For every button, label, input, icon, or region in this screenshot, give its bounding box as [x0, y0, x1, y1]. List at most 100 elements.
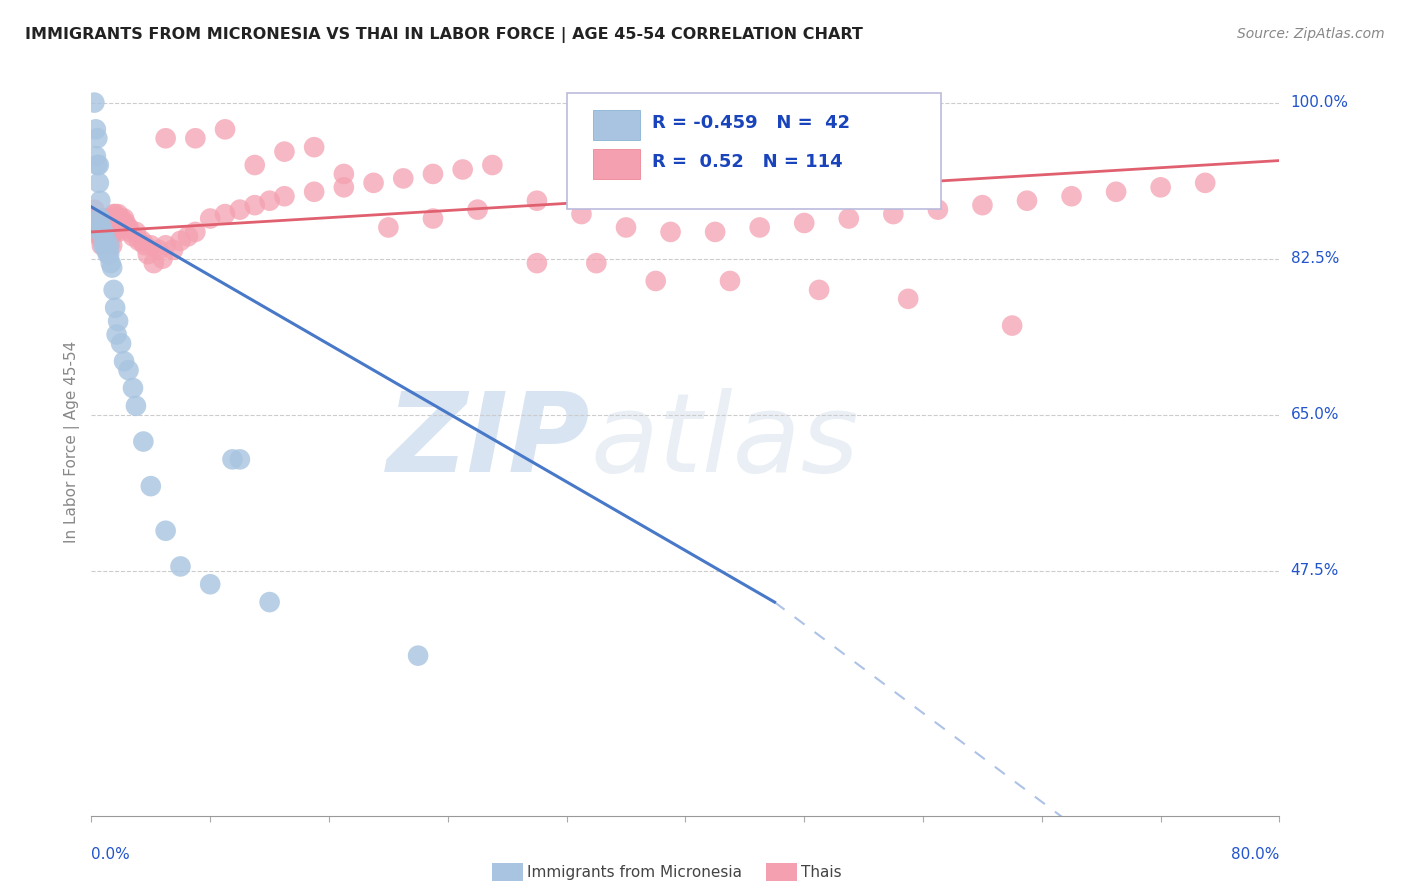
Point: [103, 207, 125, 221]
Point: [259, 595, 281, 609]
Point: [155, 524, 177, 538]
Point: [91, 211, 114, 226]
Point: [96, 238, 118, 252]
Point: [155, 238, 177, 252]
Point: [83, 211, 105, 226]
Point: [704, 225, 727, 239]
Point: [117, 363, 139, 377]
Point: [122, 229, 145, 244]
Point: [229, 452, 252, 467]
Point: [302, 140, 325, 154]
Text: ZIP: ZIP: [387, 388, 591, 495]
Point: [89, 225, 111, 239]
Point: [87, 176, 110, 190]
Point: [89, 220, 111, 235]
Text: Thais: Thais: [801, 865, 842, 880]
Point: [107, 314, 129, 328]
Point: [526, 194, 548, 208]
Point: [169, 234, 191, 248]
Point: [122, 381, 145, 395]
Point: [94, 225, 117, 239]
Point: [89, 194, 111, 208]
Point: [86, 131, 108, 145]
Point: [107, 225, 129, 239]
Point: [100, 256, 122, 270]
Point: [214, 207, 236, 221]
Point: [87, 211, 110, 226]
Point: [243, 198, 266, 212]
Point: [302, 185, 325, 199]
Point: [748, 220, 770, 235]
Point: [86, 220, 108, 235]
Point: [1105, 185, 1128, 199]
Point: [152, 252, 174, 266]
Point: [91, 220, 114, 235]
Point: [139, 238, 162, 252]
Point: [142, 256, 165, 270]
Point: [927, 202, 949, 217]
Point: [229, 202, 252, 217]
Point: [103, 283, 125, 297]
Point: [96, 225, 118, 239]
Point: [422, 211, 444, 226]
Point: [273, 189, 295, 203]
Point: [98, 211, 121, 226]
Point: [718, 274, 741, 288]
Point: [104, 301, 127, 315]
Point: [155, 131, 177, 145]
Point: [84, 220, 107, 235]
Point: [214, 122, 236, 136]
Point: [897, 292, 920, 306]
Point: [162, 243, 184, 257]
Point: [132, 434, 155, 449]
Point: [100, 225, 122, 239]
Point: [139, 479, 162, 493]
Point: [118, 225, 141, 239]
Point: [110, 211, 132, 226]
Point: [90, 211, 112, 226]
Point: [243, 158, 266, 172]
Point: [97, 220, 120, 235]
Point: [131, 234, 153, 248]
Text: 100.0%: 100.0%: [1291, 95, 1348, 110]
Text: atlas: atlas: [591, 388, 859, 495]
Point: [115, 220, 138, 235]
Point: [94, 238, 117, 252]
Text: IMMIGRANTS FROM MICRONESIA VS THAI IN LABOR FORCE | AGE 45-54 CORRELATION CHART: IMMIGRANTS FROM MICRONESIA VS THAI IN LA…: [25, 27, 863, 43]
Point: [363, 176, 385, 190]
Point: [125, 225, 148, 239]
Point: [98, 238, 121, 252]
Text: 65.0%: 65.0%: [1291, 408, 1339, 422]
Text: R = -0.459   N =  42: R = -0.459 N = 42: [652, 114, 851, 132]
Point: [481, 158, 503, 172]
Point: [91, 229, 114, 244]
Point: [451, 162, 474, 177]
Point: [117, 220, 139, 235]
Point: [838, 211, 860, 226]
Point: [273, 145, 295, 159]
Point: [98, 247, 121, 261]
Point: [221, 452, 243, 467]
Point: [96, 220, 118, 235]
Point: [89, 229, 111, 244]
Point: [83, 95, 105, 110]
Point: [406, 648, 429, 663]
Point: [200, 211, 222, 226]
Point: [104, 225, 127, 239]
Point: [90, 220, 112, 235]
Point: [1194, 176, 1216, 190]
Point: [105, 211, 128, 226]
Point: [112, 354, 135, 368]
Point: [84, 122, 107, 136]
Text: 0.0%: 0.0%: [91, 847, 131, 862]
Point: [94, 229, 117, 244]
Point: [134, 238, 156, 252]
Point: [97, 229, 120, 244]
Point: [169, 559, 191, 574]
Point: [87, 158, 110, 172]
Text: Immigrants from Micronesia: Immigrants from Micronesia: [527, 865, 742, 880]
Point: [422, 167, 444, 181]
Point: [87, 229, 110, 244]
Point: [571, 207, 593, 221]
Point: [333, 180, 356, 194]
